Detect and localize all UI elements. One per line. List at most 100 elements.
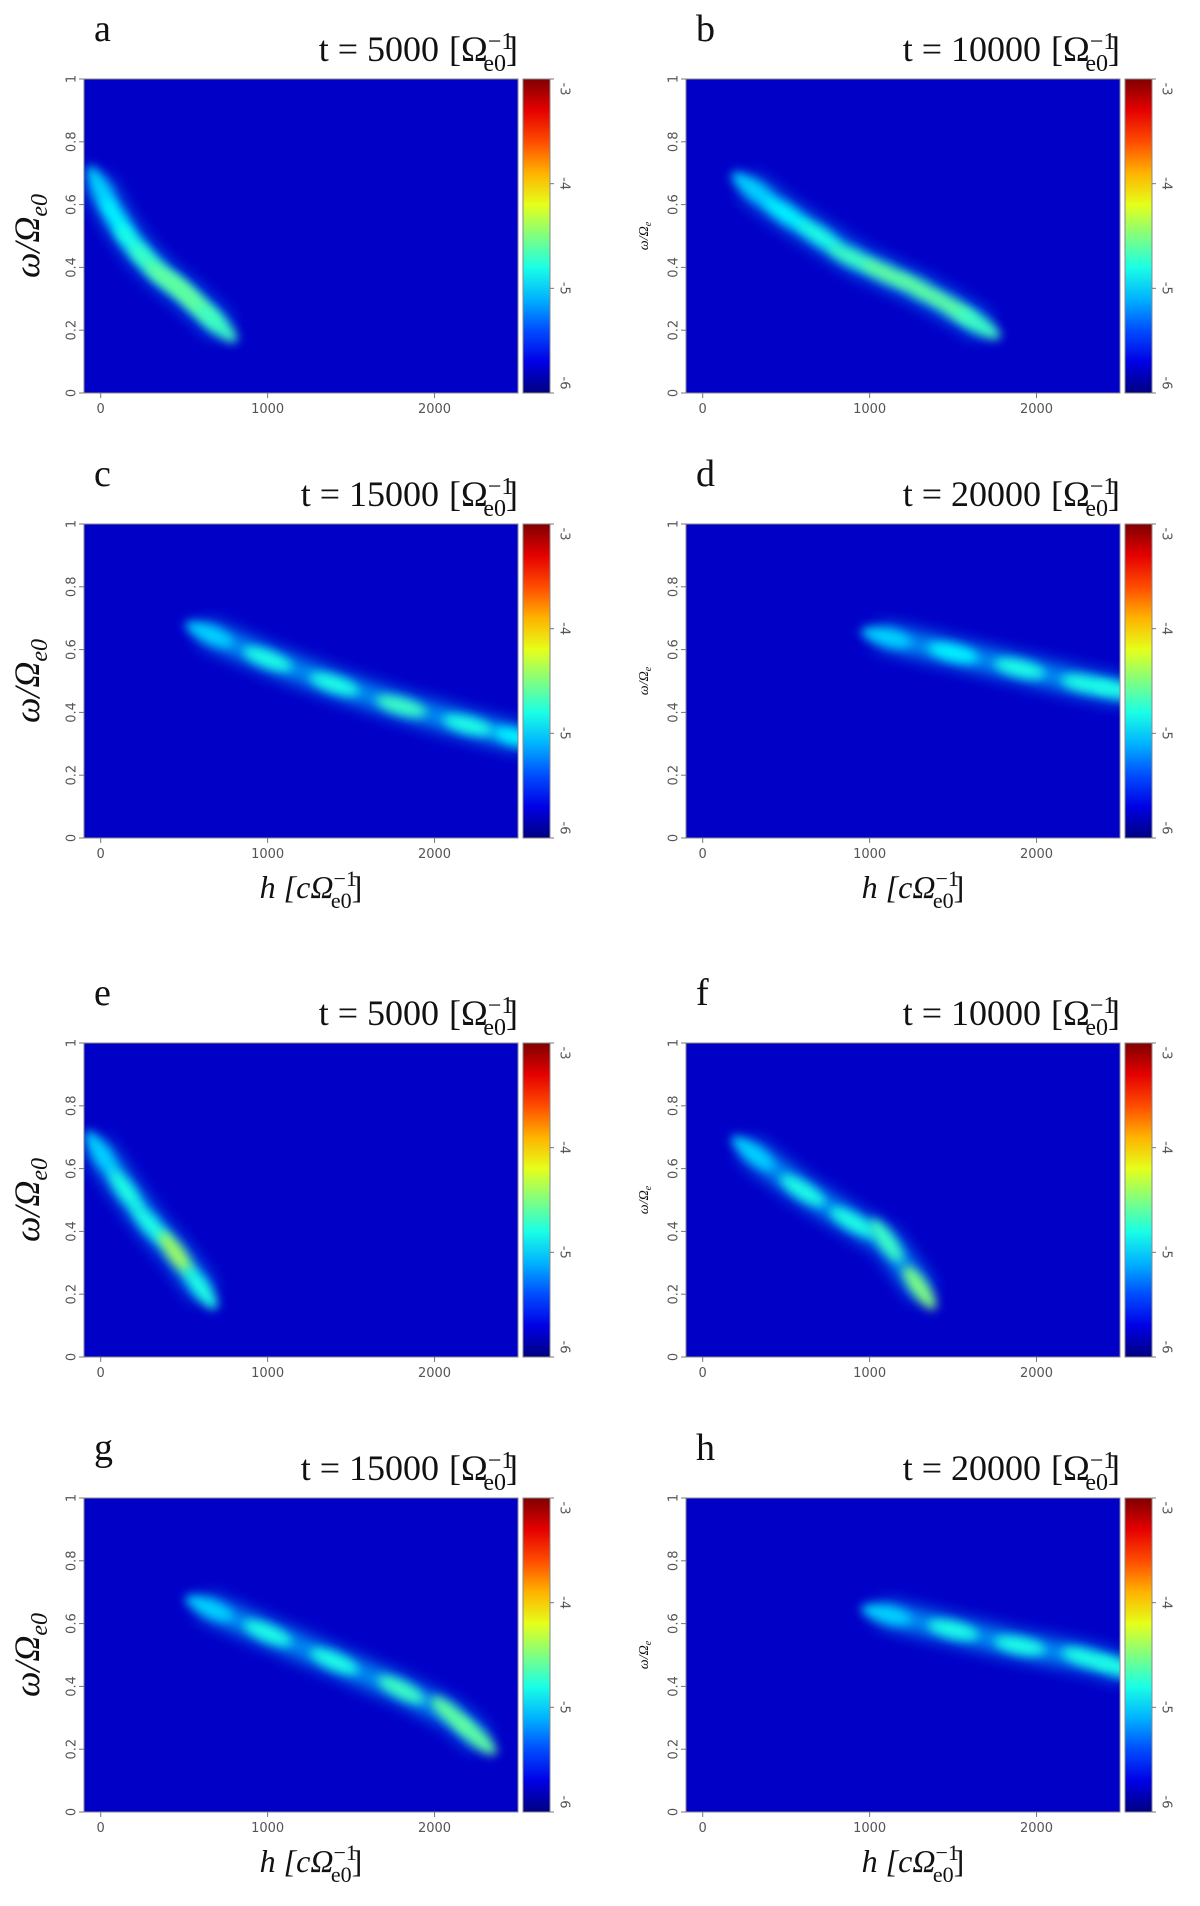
plot-frame [83, 523, 519, 839]
panel-title: t = 5000 [Ω−1 e0] [319, 993, 518, 1041]
title-unit-sub: e0 [1085, 51, 1108, 77]
title-unit-sub: e0 [1085, 1015, 1108, 1041]
y-label-sub: e0 [27, 1613, 53, 1636]
ridge-point [456, 1718, 497, 1755]
y-tick-label: 1 [65, 1039, 80, 1047]
colorbar-tick-label: -5 [557, 282, 572, 295]
panel: 0 1000 2000 0 0.2 0.4 0.6 0.8 1 -6 -5 -4 -3 a t = 5000… [7, 8, 572, 417]
colorbar-tick-label: -3 [1159, 1047, 1174, 1060]
y-label-main: ω/Ω [637, 226, 652, 250]
y-label-main: ω/Ω [7, 662, 47, 723]
ridge-point [903, 1266, 937, 1310]
title-unit-sup: −1 [488, 474, 514, 500]
y-label-sub: e0 [27, 1158, 53, 1181]
colorbar [522, 1497, 551, 1813]
ridge-point [994, 658, 1046, 679]
x-label-sub: e0 [933, 1862, 954, 1887]
y-tick-label: 0.8 [667, 131, 682, 152]
panel: 0 1000 2000 0 0.2 0.4 0.6 0.8 1 -6 -5 -4 -3 d t = 2000… [637, 453, 1174, 913]
panel: 0 1000 2000 0 0.2 0.4 0.6 0.8 1 -6 -5 -4 -3 c t = 1500… [7, 453, 572, 913]
y-label-main: ω/Ω [7, 1636, 47, 1697]
y-tick-label: 0.6 [65, 1158, 80, 1179]
y-tick-label: 1 [667, 520, 682, 528]
x-label-sub: e0 [331, 888, 352, 913]
plot-frame [83, 1042, 519, 1358]
colorbar-tick-label: -6 [1159, 822, 1174, 835]
ridge-point [927, 1620, 979, 1640]
colorbar-tick-label: -5 [1159, 1246, 1174, 1259]
ridge-point [377, 1675, 425, 1704]
y-tick-label: 0.6 [65, 639, 80, 660]
y-label-sub: e [643, 666, 654, 671]
y-tick-label: 0.6 [667, 194, 682, 215]
panel-title: t = 15000 [Ω−1 e0] [301, 1448, 518, 1496]
plot-frame [685, 78, 1121, 394]
y-axis-label: ω/Ωe0 [7, 1158, 53, 1242]
plot-area [860, 1603, 1120, 1679]
ridge-point [869, 1219, 903, 1263]
title-unit: [Ω [449, 993, 488, 1033]
x-tick-label: 2000 [418, 1821, 451, 1836]
y-label-sub: e [643, 221, 654, 226]
y-tick-label: 0.2 [667, 1739, 682, 1760]
y-tick-label: 0.2 [65, 765, 80, 786]
y-axis-label: ω/Ωe0 [7, 1613, 53, 1697]
plot-background [686, 1043, 1120, 1357]
y-tick-label: 0.4 [667, 257, 682, 278]
ridge-point [184, 1266, 218, 1310]
x-label-main: h [cΩ [862, 869, 936, 905]
colorbar-tick-label: -6 [1159, 1341, 1174, 1354]
x-tick-label: 2000 [1020, 847, 1053, 862]
x-tick-label: 1000 [853, 402, 886, 417]
title-unit: [Ω [449, 29, 488, 69]
title-unit: [Ω [1051, 474, 1090, 514]
y-label-sub: e0 [27, 194, 53, 217]
ridge-point [955, 308, 1001, 340]
colorbar-tick-label: -5 [557, 1701, 572, 1714]
y-tick-label: 0.8 [65, 1095, 80, 1116]
x-label-close: ] [352, 869, 363, 905]
panel-title: t = 15000 [Ω−1 e0] [301, 474, 518, 522]
y-tick-label: 0.4 [667, 1221, 682, 1242]
plot-area [731, 1136, 937, 1310]
x-tick-label: 2000 [1020, 1821, 1053, 1836]
title-time: t = 5000 [319, 993, 439, 1033]
colorbar-tick-label: -3 [557, 1047, 572, 1060]
x-label-close: ] [352, 1843, 363, 1879]
colorbar-tick-label: -6 [1159, 1796, 1174, 1809]
ridge-point [780, 1175, 826, 1206]
title-time: t = 10000 [903, 29, 1041, 69]
x-tick-label: 1000 [251, 1821, 284, 1836]
title-unit: [Ω [1051, 29, 1090, 69]
y-tick-label: 0 [65, 389, 80, 397]
colorbar-tick-label: -5 [1159, 282, 1174, 295]
y-tick-label: 0 [667, 1808, 682, 1816]
colorbar-tick-label: -4 [557, 177, 572, 190]
title-unit-sup: −1 [1090, 474, 1116, 500]
plot-frame [685, 1497, 1121, 1813]
title-unit-close: ] [1108, 993, 1120, 1033]
plot-area [860, 626, 1120, 702]
y-tick-label: 0.4 [667, 1676, 682, 1697]
x-tick-label: 1000 [251, 847, 284, 862]
title-unit-close: ] [506, 993, 518, 1033]
panel: 0 1000 2000 0 0.2 0.4 0.6 0.8 1 -6 -5 -4 -3 h t = 2000… [637, 1427, 1174, 1887]
colorbar-tick-label: -6 [557, 822, 572, 835]
colorbar-tick-label: -5 [557, 727, 572, 740]
panel-label: a [94, 8, 111, 50]
plot-frame [685, 523, 1121, 839]
y-tick-label: 0.4 [65, 1676, 80, 1697]
title-unit: [Ω [449, 1448, 488, 1488]
x-label-sup: −1 [333, 866, 356, 891]
colorbar [1124, 523, 1153, 839]
plot-area [185, 621, 518, 749]
plot-area [86, 165, 238, 343]
colorbar-tick-label: -5 [1159, 727, 1174, 740]
x-label-main: h [cΩ [862, 1843, 936, 1879]
y-tick-label: 1 [667, 1494, 682, 1502]
colorbar [1124, 1497, 1153, 1813]
colorbar-tick-label: -3 [557, 83, 572, 96]
panel-title: t = 10000 [Ω−1 e0] [903, 993, 1120, 1041]
y-tick-label: 0.4 [65, 1221, 80, 1242]
